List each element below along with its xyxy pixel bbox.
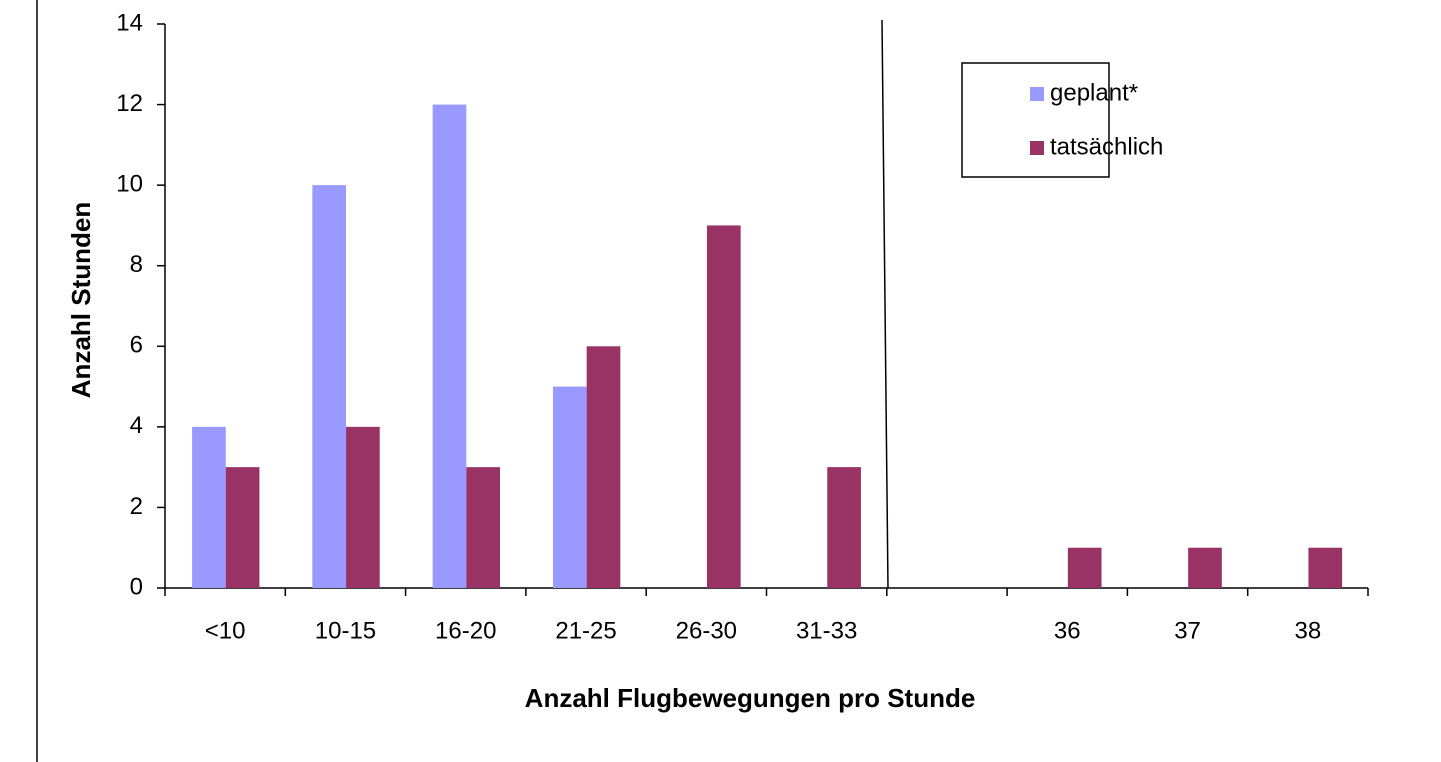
bar [1188, 547, 1222, 588]
bar [192, 426, 226, 588]
x-tick-label: 36 [1054, 617, 1081, 644]
legend-label: tatsächlich [1050, 133, 1163, 160]
x-tick-label: 38 [1294, 617, 1321, 644]
bar [706, 225, 741, 588]
bar [827, 467, 861, 588]
bar [1308, 547, 1343, 588]
y-tick-label: 6 [130, 332, 143, 359]
x-tick-label: 31-33 [796, 617, 857, 644]
bar [432, 104, 467, 589]
y-tick-label: 2 [130, 493, 143, 520]
bar [466, 467, 501, 588]
y-tick-label: 12 [116, 90, 143, 117]
x-tick-label: 16-20 [435, 617, 496, 644]
y-tick-label: 0 [130, 573, 143, 600]
legend-swatch [1030, 87, 1044, 101]
bar [346, 426, 380, 588]
y-tick-label: 4 [130, 412, 143, 439]
bar [586, 346, 621, 588]
y-tick-label: 10 [116, 170, 143, 197]
legend-box [961, 62, 1110, 178]
legend-swatch [1030, 141, 1044, 155]
x-tick-label: 21-25 [555, 617, 616, 644]
x-tick-label: 26-30 [676, 617, 737, 644]
bar [312, 185, 347, 588]
bar [1067, 547, 1102, 588]
x-tick-label: <10 [205, 617, 246, 644]
y-tick-label: 14 [116, 9, 143, 36]
bar [552, 386, 587, 588]
x-tick-label: 10-15 [315, 617, 376, 644]
y-tick-label: 8 [130, 251, 143, 278]
x-tick-label: 37 [1174, 617, 1201, 644]
bar [225, 467, 260, 588]
divider [881, 19, 889, 589]
x-axis-title: Anzahl Flugbewegungen pro Stunde [525, 683, 976, 713]
legend-label: geplant* [1050, 79, 1138, 106]
y-axis-title: Anzahl Stunden [66, 202, 96, 398]
